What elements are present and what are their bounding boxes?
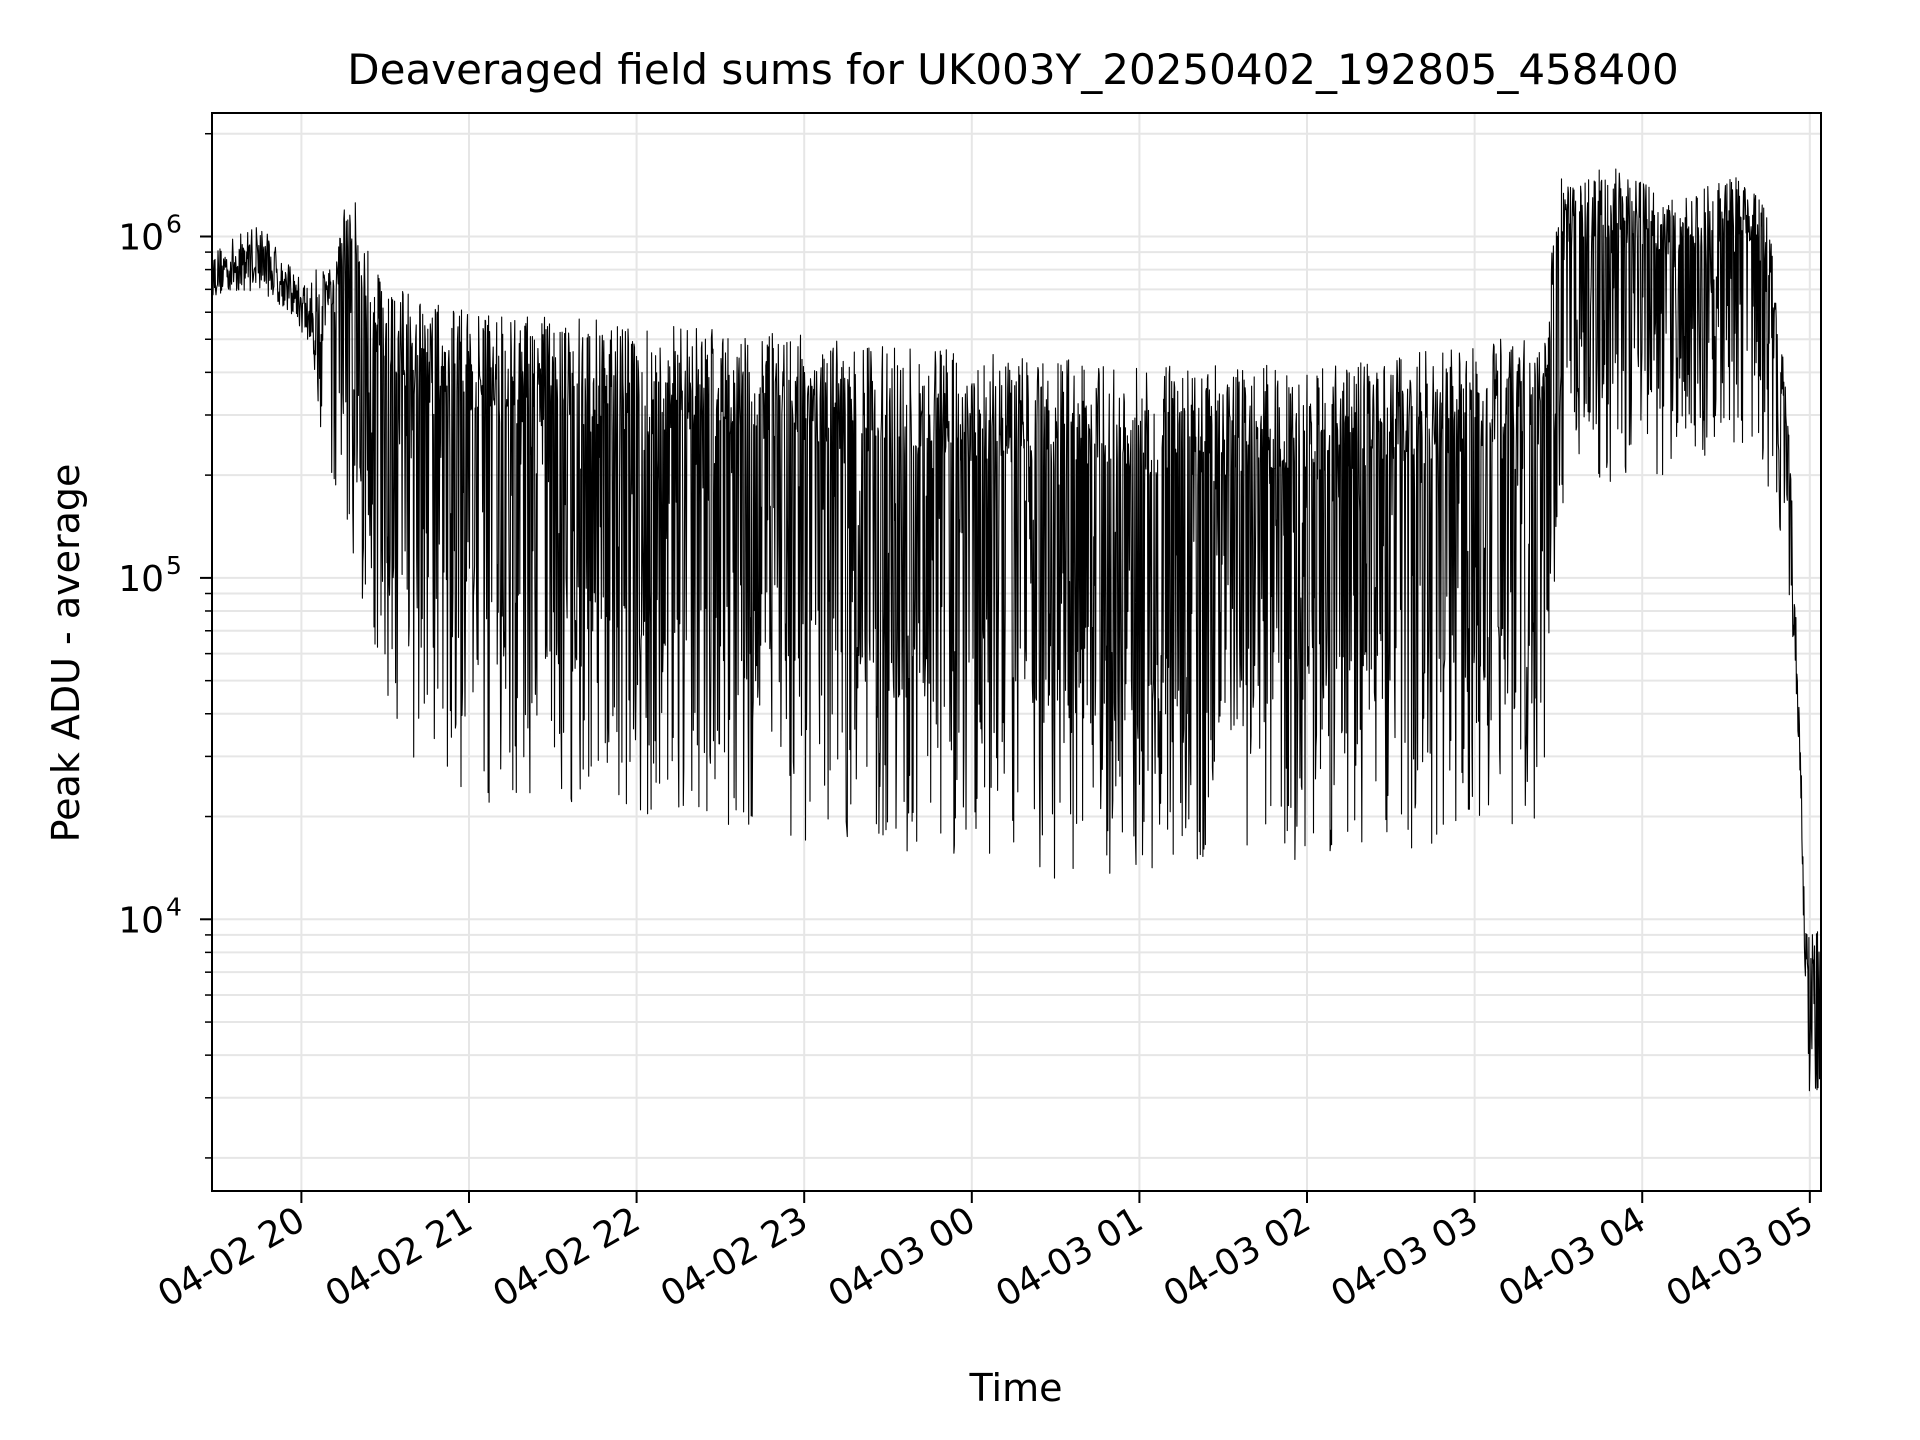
series-line — [211, 168, 1822, 1092]
y-axis-label: Peak ADU - average — [44, 464, 88, 843]
y-tick-label-1: 10 5 — [118, 551, 182, 600]
plot-frame — [211, 112, 1822, 1192]
x-axis-label: Time — [969, 1366, 1063, 1410]
y-tick-label-exp-1: 5 — [166, 551, 182, 580]
y-tick-label-exp-2: 6 — [166, 209, 182, 238]
y-tick-label-base-0: 10 — [118, 900, 164, 941]
chart-title: Deaveraged field sums for UK003Y_2025040… — [347, 45, 1678, 94]
y-tick-label-base-2: 10 — [118, 217, 164, 258]
y-tick-label-2: 10 6 — [118, 209, 182, 258]
y-tick-label-exp-0: 4 — [166, 892, 182, 921]
y-tick-label-base-1: 10 — [118, 559, 164, 600]
series-trace — [211, 168, 1822, 1092]
y-tick-label-0: 10 4 — [118, 892, 182, 941]
